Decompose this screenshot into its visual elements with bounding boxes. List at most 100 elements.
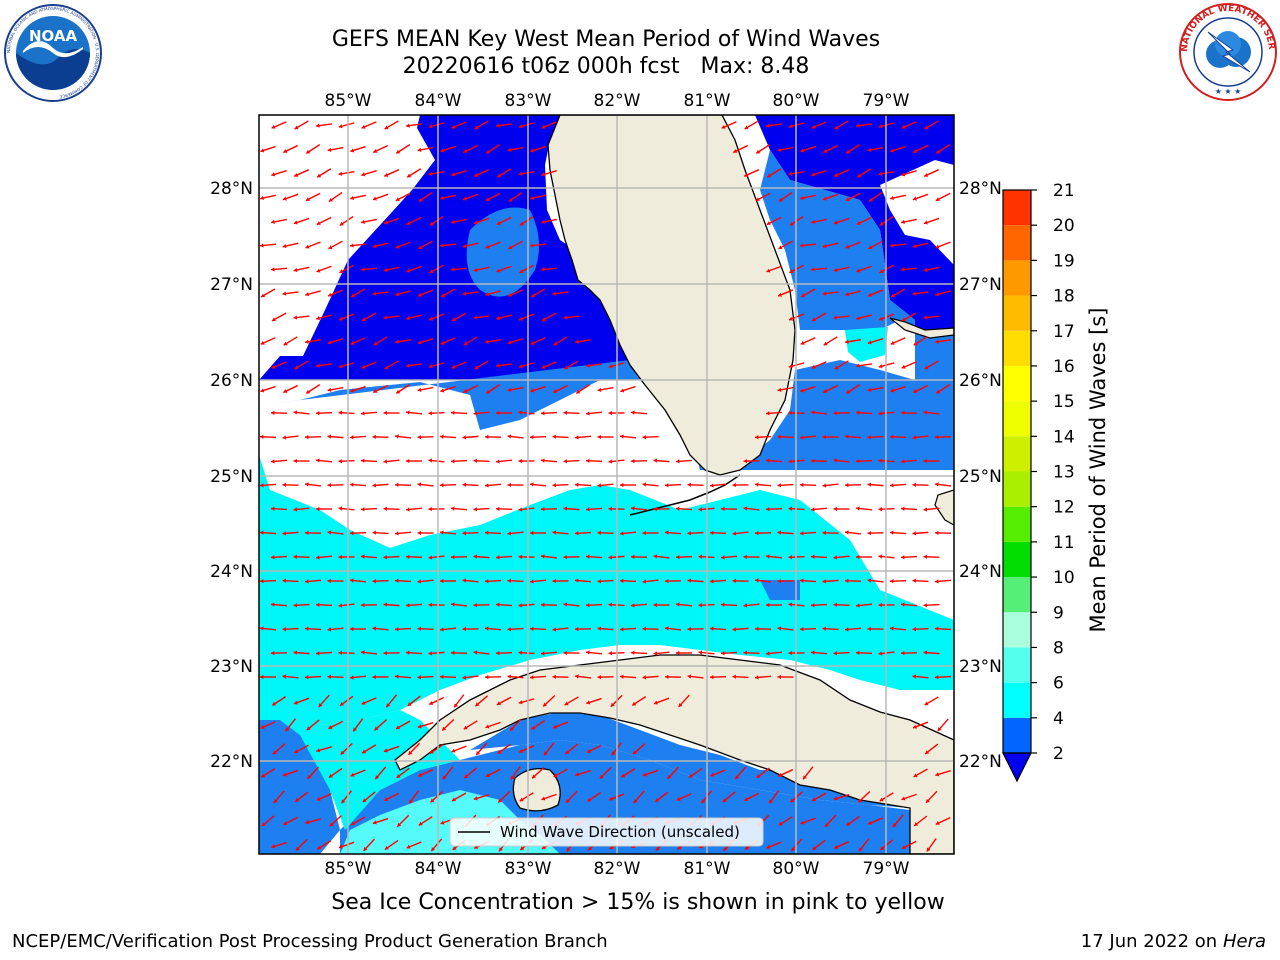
lat-label-left: 24°N <box>210 562 253 582</box>
wave-arrow-head <box>271 267 275 272</box>
wave-arrow-head <box>383 267 388 273</box>
wave-arrow-head <box>406 603 410 608</box>
wave-arrow-head <box>282 772 287 777</box>
wave-arrow-head <box>328 245 333 250</box>
wave-arrow-head <box>307 774 312 779</box>
colorbar-tick-label: 15 <box>1053 392 1075 412</box>
wave-arrow-head <box>788 410 792 416</box>
colorbar-tick-label: 21 <box>1053 181 1075 201</box>
wave-arrow-head <box>271 124 276 129</box>
wave-arrow-head <box>272 701 277 706</box>
wave-arrow-head <box>496 459 500 464</box>
wave-arrow-head <box>485 434 489 440</box>
wave-arrow-head <box>316 796 321 801</box>
wave-arrow-head <box>496 701 501 706</box>
wave-arrow-head <box>507 387 512 392</box>
wave-arrow-head <box>811 364 816 369</box>
wave-arrow-head <box>777 530 782 535</box>
wave-arrow-head <box>587 797 592 802</box>
lon-label-bottom: 85°W <box>325 859 372 879</box>
colorbar-segment <box>1003 365 1031 402</box>
wave-arrow-head <box>396 774 401 778</box>
wave-arrow-head <box>632 750 637 755</box>
wave-arrow-head <box>563 410 567 415</box>
wave-arrow-head <box>769 799 774 804</box>
wave-arrow-head <box>878 602 882 608</box>
wave-arrow-head <box>496 316 501 321</box>
wave-arrow-head <box>507 482 511 488</box>
wave-arrow-head <box>935 821 940 825</box>
wave-arrow-head <box>676 650 680 656</box>
wave-arrow-head <box>316 506 320 512</box>
wave-arrow-head <box>609 796 613 801</box>
wave-arrow-head <box>890 434 894 439</box>
wave-arrow-head <box>743 554 747 560</box>
wave-arrow-head <box>272 750 277 755</box>
wave-arrow-head <box>878 554 883 559</box>
wave-arrow-head <box>496 123 500 128</box>
wave-arrow-head <box>766 411 770 416</box>
wave-arrow-head <box>260 148 265 153</box>
wave-arrow-head <box>923 650 928 655</box>
colorbar-segment <box>1003 612 1031 648</box>
wave-arrow-head <box>384 365 389 370</box>
wave-arrow-head <box>620 627 624 632</box>
wave-arrow-head <box>790 798 795 803</box>
footer-host: Hera <box>1222 931 1266 952</box>
wave-arrow-head <box>912 435 917 440</box>
wave-arrow-head <box>586 650 590 655</box>
wave-arrow-head <box>532 774 536 779</box>
wave-arrow-head <box>642 579 647 584</box>
lon-label-bottom: 82°W <box>594 859 641 879</box>
wave-arrow-head <box>429 701 434 705</box>
period-field-4-6s-se <box>760 580 800 600</box>
wave-arrow-head <box>440 483 444 488</box>
wave-arrow-head <box>339 701 344 706</box>
wave-arrow-head <box>935 292 940 297</box>
nws-logo: NATIONAL WEATHER SERVICE ★ ★ ★ <box>1178 2 1277 101</box>
wave-arrow-head <box>451 748 456 753</box>
wave-arrow-head <box>428 124 433 129</box>
wave-arrow-head <box>541 458 545 463</box>
wave-arrow-head <box>631 650 635 655</box>
wave-arrow-head <box>428 651 433 656</box>
wave-arrow-head <box>462 196 467 201</box>
wave-arrow-head <box>451 554 455 560</box>
wave-arrow-head <box>822 483 827 488</box>
wave-arrow-head <box>878 651 883 656</box>
wave-arrow-head <box>642 626 646 632</box>
wave-arrow-head <box>417 482 422 487</box>
wave-arrow-head <box>777 147 782 152</box>
wave-arrow-head <box>361 650 365 655</box>
wave-arrow-head <box>293 458 297 464</box>
wave-arrow-head <box>867 147 872 152</box>
wave-arrow-head <box>428 364 433 369</box>
wave-arrow-head <box>563 315 568 320</box>
wave-arrow-head <box>350 243 354 248</box>
wave-arrow-head <box>260 388 265 393</box>
colorbar-tick-label: 10 <box>1053 568 1075 588</box>
wave-arrow-head <box>744 797 749 801</box>
wave-arrow-head <box>901 602 905 607</box>
wave-arrow-head <box>811 458 815 464</box>
wave-arrow-head <box>620 531 624 536</box>
wave-arrow-head <box>518 364 523 369</box>
lon-label-top: 82°W <box>594 91 641 111</box>
wave-arrow-head <box>260 530 264 535</box>
colorbar <box>1002 189 1032 783</box>
wave-arrow-head <box>597 434 601 440</box>
wave-arrow-head <box>631 410 635 415</box>
period-field-2-4s-north <box>259 115 640 380</box>
wave-arrow-head <box>519 221 524 226</box>
wave-arrow-head <box>338 650 342 656</box>
wave-arrow-head <box>924 701 929 706</box>
lon-label-top: 80°W <box>773 91 820 111</box>
wave-arrow-head <box>788 171 793 176</box>
wave-arrow-head <box>451 602 455 607</box>
wave-arrow-head <box>541 411 545 416</box>
wave-arrow-head <box>407 702 412 706</box>
wave-arrow-head <box>462 531 466 536</box>
wave-arrow-head <box>541 267 545 272</box>
wave-arrow-head <box>305 292 310 297</box>
wave-arrow-head <box>935 530 939 536</box>
